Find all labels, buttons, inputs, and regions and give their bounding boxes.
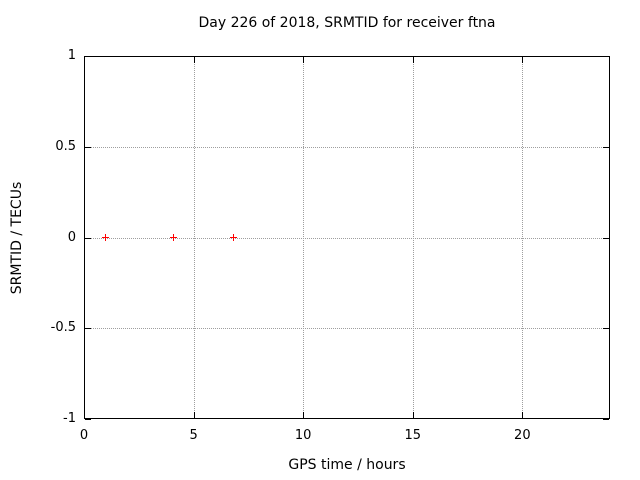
x-tick-label: 20 — [514, 428, 531, 443]
x-tick-mark-top — [303, 57, 304, 63]
y-tick-mark-right — [603, 56, 609, 57]
data-point-marker — [102, 234, 110, 241]
y-tick-mark-right — [603, 147, 609, 148]
y-tick-mark-right — [603, 328, 609, 329]
x-tick-label: 0 — [79, 428, 89, 443]
x-tick-mark-bottom — [413, 412, 414, 418]
x-tick-label: 15 — [404, 428, 422, 443]
x-tick-label: 5 — [189, 428, 198, 443]
y-tick-mark-left — [85, 328, 91, 329]
chart-title: Day 226 of 2018, SRMTID for receiver ftn… — [198, 15, 496, 31]
y-tick-mark-right — [603, 238, 609, 239]
data-point-marker — [170, 234, 178, 241]
horizontal-gridline — [84, 146, 610, 148]
horizontal-gridline — [84, 328, 610, 330]
y-tick-label: 1 — [67, 48, 76, 63]
y-tick-label: -0.5 — [50, 320, 76, 336]
x-axis-label: GPS time / hours — [288, 457, 406, 473]
y-tick-label: 0.5 — [55, 138, 76, 154]
y-tick-label: -1 — [63, 411, 76, 426]
plot-area — [84, 56, 610, 419]
x-tick-mark-bottom — [84, 412, 85, 418]
y-tick-mark-left — [85, 147, 91, 148]
horizontal-gridline — [84, 237, 610, 239]
y-tick-mark-left — [85, 419, 91, 420]
x-tick-mark-bottom — [303, 412, 304, 418]
y-axis-label: SRMTID / TECUs — [9, 181, 25, 295]
x-tick-mark-top — [522, 57, 523, 63]
data-point-marker — [229, 234, 237, 241]
x-tick-mark-top — [194, 57, 195, 63]
x-tick-mark-bottom — [194, 412, 195, 418]
y-tick-mark-right — [603, 419, 609, 420]
x-tick-mark-top — [413, 57, 414, 63]
x-tick-mark-bottom — [522, 412, 523, 418]
y-tick-label: 0 — [67, 229, 76, 245]
x-tick-label: 10 — [294, 428, 312, 443]
y-tick-mark-left — [85, 56, 91, 57]
y-tick-mark-left — [85, 238, 91, 239]
x-tick-mark-top — [84, 57, 85, 63]
